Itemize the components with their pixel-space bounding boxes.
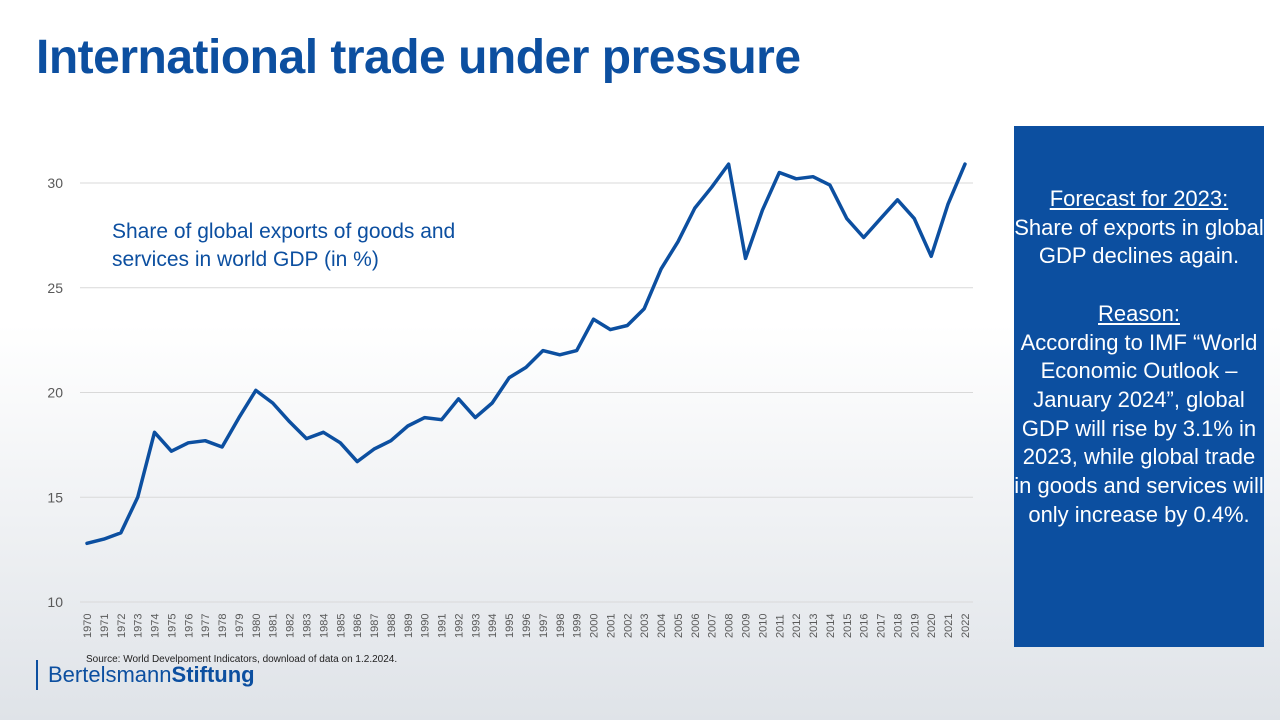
bertelsmann-logo: BertelsmannStiftung	[36, 660, 255, 690]
x-tick-label: 1978	[217, 614, 229, 638]
x-tick-label: 1993	[470, 614, 482, 638]
page-title: International trade under pressure	[36, 31, 801, 84]
x-tick-label: 2013	[808, 614, 820, 638]
x-tick-label: 1973	[133, 614, 145, 638]
x-axis-ticks: 1970 1971 1972 1973 1974 1975 1976 1977 1978 1979…	[82, 614, 972, 638]
x-tick-label: 2006	[690, 614, 702, 638]
x-tick-label: 2018	[892, 614, 904, 638]
x-tick-label: 2002	[622, 614, 634, 638]
x-tick-label: 1977	[200, 614, 212, 638]
x-tick-label: 2001	[605, 614, 617, 638]
logo-text-part2: Stiftung	[171, 662, 255, 687]
x-tick-label: 1980	[251, 614, 263, 638]
x-tick-label: 2022	[960, 614, 972, 638]
x-tick-label: 1992	[453, 614, 465, 638]
x-tick-label: 1996	[521, 614, 533, 638]
x-tick-label: 1976	[183, 614, 195, 638]
chart-grid	[80, 182, 973, 603]
x-tick-label: 1981	[268, 614, 280, 638]
x-tick-label: 1991	[437, 614, 449, 638]
x-tick-label: 1988	[386, 614, 398, 638]
x-tick-label: 2016	[859, 614, 871, 638]
x-tick-label: 2019	[909, 614, 921, 638]
x-tick-label: 2021	[943, 614, 955, 638]
x-tick-label: 2020	[926, 614, 938, 638]
x-tick-label: 1971	[99, 614, 111, 638]
y-tick-label: 30	[47, 175, 63, 191]
x-tick-label: 2000	[589, 614, 601, 638]
series-line-0	[85, 162, 967, 546]
x-tick-label: 2011	[774, 614, 786, 638]
y-tick-label: 15	[47, 489, 63, 505]
x-tick-label: 2007	[707, 614, 719, 638]
x-tick-label: 2015	[842, 614, 854, 638]
x-tick-label: 1990	[420, 614, 432, 638]
x-tick-label: 1983	[302, 614, 314, 638]
forecast-box: Forecast for 2023: Share of exports in g…	[1014, 126, 1264, 647]
x-tick-label: 1989	[403, 614, 415, 638]
x-tick-label: 1974	[150, 614, 162, 638]
x-tick-label: 1987	[369, 614, 381, 638]
x-tick-label: 1975	[166, 614, 178, 638]
logo-text-part1: Bertelsmann	[48, 662, 172, 687]
y-axis-ticks: 10 15 20 25 30	[47, 175, 63, 610]
x-tick-label: 1982	[285, 614, 297, 638]
x-tick-label: 1970	[82, 614, 94, 638]
x-tick-label: 2010	[757, 614, 769, 638]
x-tick-label: 2004	[656, 614, 668, 638]
x-tick-label: 1984	[318, 614, 330, 638]
x-tick-label: 1994	[487, 614, 499, 638]
x-tick-label: 2003	[639, 614, 651, 638]
reason-text: According to IMF “World Economic Outlook…	[1014, 329, 1264, 527]
x-tick-label: 1998	[555, 614, 567, 638]
chart-series	[85, 162, 967, 546]
y-tick-label: 20	[47, 385, 63, 401]
x-tick-label: 1972	[116, 614, 128, 638]
x-tick-label: 1986	[352, 614, 364, 638]
x-tick-label: 1979	[234, 614, 246, 638]
x-tick-label: 1985	[335, 614, 347, 638]
x-tick-label: 2008	[724, 614, 736, 638]
source-note: Source: World Develpoment Indicators, do…	[86, 654, 398, 665]
x-tick-label: 2005	[673, 614, 685, 638]
y-tick-label: 25	[47, 280, 63, 296]
y-tick-label: 10	[47, 594, 63, 610]
forecast-text: Share of exports in global GDP declines …	[1014, 214, 1264, 269]
series-label: Share of global exports of goods and ser…	[112, 220, 456, 271]
x-tick-label: 1999	[572, 614, 584, 638]
x-tick-label: 1995	[504, 614, 516, 638]
reason-heading: Reason:	[1098, 300, 1180, 326]
x-tick-label: 2012	[791, 614, 803, 638]
x-tick-label: 2009	[741, 614, 753, 638]
x-tick-label: 1997	[538, 614, 550, 638]
forecast-heading: Forecast for 2023:	[1049, 186, 1229, 211]
x-tick-label: 2014	[825, 614, 837, 638]
x-tick-label: 2017	[876, 614, 888, 638]
